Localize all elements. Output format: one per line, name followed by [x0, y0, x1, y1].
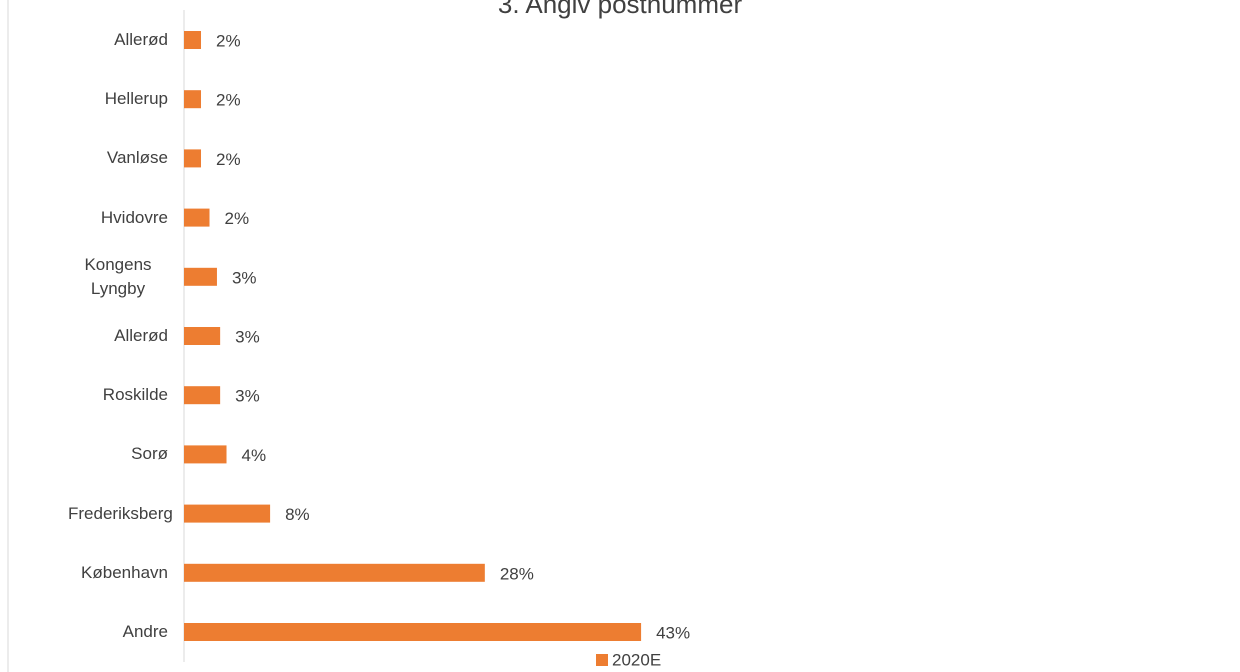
y-tick-label-box: Hellerup	[105, 87, 168, 111]
y-tick-label-box: Allerød	[114, 28, 168, 52]
y-tick-label-box: Vanløse	[107, 146, 168, 170]
y-tick-label: Allerød	[114, 30, 168, 49]
y-tick-label-box: København	[81, 561, 168, 585]
data-label: 3%	[232, 268, 257, 287]
bar	[184, 31, 202, 49]
y-tick-label-box: Kongens Lyngby	[68, 253, 168, 301]
y-tick-label: Kongens Lyngby	[84, 254, 152, 298]
bar	[184, 563, 485, 582]
data-label: 2%	[225, 209, 250, 228]
legend-label: 2020E	[612, 650, 661, 669]
bar	[184, 504, 271, 523]
bar	[184, 445, 227, 464]
legend-swatch	[596, 654, 608, 666]
y-tick-label: Roskilde	[102, 385, 168, 405]
y-tick-label: Andre	[122, 622, 168, 641]
data-label: 3%	[235, 387, 260, 406]
data-label: 2%	[216, 31, 241, 50]
y-tick-label-box: Hvidovre	[101, 206, 168, 230]
y-tick-label: Vanløse	[106, 148, 168, 168]
data-label: 28%	[500, 564, 534, 583]
y-tick-label-box: Frederiksberg	[68, 502, 173, 526]
bar	[184, 623, 642, 641]
y-tick-label-box: Sorø	[131, 442, 168, 466]
y-tick-label: Sorø	[131, 444, 168, 464]
y-tick-label-box: Roskilde	[103, 383, 168, 407]
data-label: 2%	[216, 91, 241, 110]
data-label: 4%	[242, 446, 267, 465]
y-tick-label: Hellerup	[104, 89, 168, 109]
y-tick-label: Allerød	[114, 326, 168, 345]
y-tick-label: Hvidovre	[100, 207, 168, 227]
bar	[184, 149, 202, 168]
data-label: 8%	[285, 505, 310, 524]
data-label: 2%	[216, 150, 241, 169]
bar	[184, 90, 202, 109]
y-tick-label-box: Andre	[123, 620, 168, 644]
bar	[184, 327, 221, 345]
chart-title: 3. Angiv postnummer	[498, 0, 743, 19]
y-tick-label-box: Allerød	[114, 324, 168, 348]
data-label: 43%	[656, 623, 690, 642]
y-tick-label: Frederiksberg	[68, 503, 173, 523]
y-tick-label: København	[81, 562, 168, 582]
bar	[184, 267, 217, 286]
data-label: 3%	[235, 327, 260, 346]
bar	[184, 208, 210, 227]
bar	[184, 386, 221, 405]
